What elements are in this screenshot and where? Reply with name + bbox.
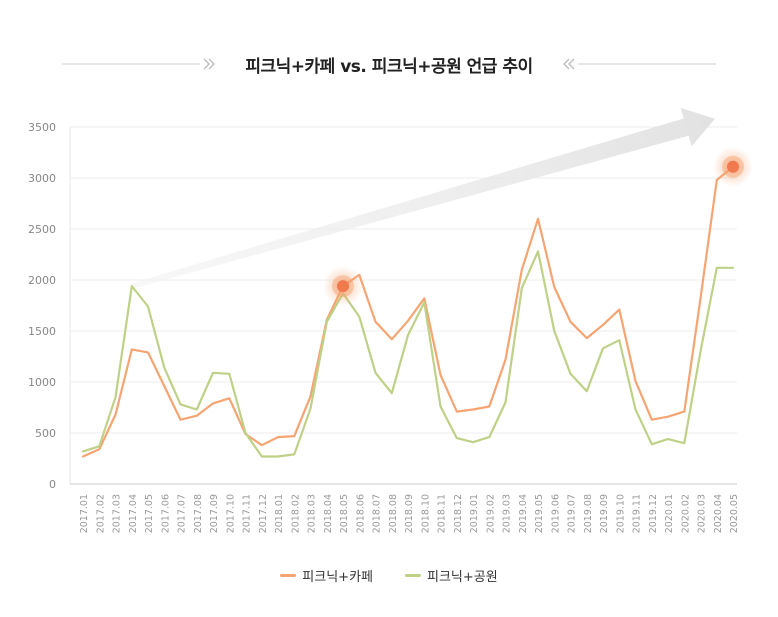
x-tick-label: 2018.10 (420, 494, 431, 533)
legend-swatch (405, 574, 421, 577)
x-tick-label: 2017.05 (144, 494, 155, 533)
x-tick-label: 2017.10 (225, 494, 236, 533)
x-tick-label: 2019.05 (534, 494, 545, 533)
x-tick-label: 2019.12 (648, 494, 659, 533)
x-tick-label: 2018.03 (307, 494, 318, 533)
x-tick-label: 2017.06 (160, 494, 171, 533)
x-tick-label: 2019.10 (615, 494, 626, 533)
x-tick-label: 2019.02 (485, 494, 496, 533)
y-tick-label: 1500 (28, 325, 56, 338)
trend-arrow-shape (131, 107, 716, 289)
x-tick-label: 2018.08 (388, 494, 399, 533)
y-tick-label: 2000 (28, 274, 56, 287)
x-tick-label: 2020.02 (680, 494, 691, 533)
legend-swatch (280, 574, 297, 577)
legend: 피크닉+카페 피크닉+공원 (0, 566, 778, 585)
series-line-1 (81, 165, 735, 458)
x-tick-label: 2017.03 (112, 494, 123, 533)
x-tick-label: 2020.04 (713, 494, 724, 533)
legend-item-1: 피크닉+카페 (280, 566, 373, 585)
legend-item-2: 피크닉+공원 (405, 566, 498, 585)
x-tick-label: 2017.11 (242, 494, 253, 533)
x-tick-label: 2020.01 (664, 494, 675, 533)
x-tick-label: 2019.07 (567, 494, 578, 533)
x-tick-label: 2019.11 (632, 494, 643, 533)
x-tick-label: 2020.05 (729, 494, 740, 533)
x-tick-label: 2018.11 (437, 494, 448, 533)
y-tick-label: 0 (49, 478, 56, 491)
x-tick-label: 2019.06 (550, 494, 561, 533)
legend-label: 피크닉+카페 (302, 570, 373, 585)
x-tick-label: 2018.07 (372, 494, 383, 533)
x-tick-label: 2019.08 (583, 494, 594, 533)
x-tick-label: 2019.03 (502, 494, 513, 533)
highlight-point (337, 280, 349, 293)
x-tick-label: 2018.05 (339, 494, 350, 533)
y-tick-label: 3000 (28, 172, 56, 185)
x-tick-label: 2019.01 (469, 494, 480, 533)
x-tick-label: 2017.01 (79, 494, 90, 533)
x-tick-label: 2018.04 (323, 494, 334, 533)
series-line-2 (81, 250, 735, 458)
y-tick-label: 1000 (28, 376, 56, 389)
chart-title: 피크닉+카페 vs. 피크닉+공원 언급 추이 (245, 57, 533, 77)
x-tick-label: 2019.04 (518, 494, 529, 533)
x-tick-label: 2017.09 (209, 494, 220, 533)
legend-label: 피크닉+공원 (427, 570, 498, 585)
x-tick-label: 2018.02 (290, 494, 301, 533)
x-tick-label: 2017.04 (128, 494, 139, 533)
x-tick-label: 2020.03 (697, 494, 708, 533)
y-tick-label: 2500 (28, 223, 56, 236)
x-tick-label: 2017.07 (177, 494, 188, 533)
x-tick-label: 2017.02 (95, 494, 106, 533)
x-tick-label: 2018.01 (274, 494, 285, 533)
highlight-point (727, 160, 739, 173)
x-tick-label: 2018.09 (404, 494, 415, 533)
title-decoration (62, 58, 716, 70)
y-tick-label: 500 (35, 427, 56, 440)
x-tick-label: 2017.08 (193, 494, 204, 533)
x-tick-label: 2018.12 (453, 494, 464, 533)
y-tick-label: 3500 (28, 121, 56, 134)
x-tick-label: 2017.12 (258, 494, 269, 533)
trend-arrow (131, 107, 716, 289)
x-tick-label: 2018.06 (355, 494, 366, 533)
x-tick-label: 2019.09 (599, 494, 610, 533)
